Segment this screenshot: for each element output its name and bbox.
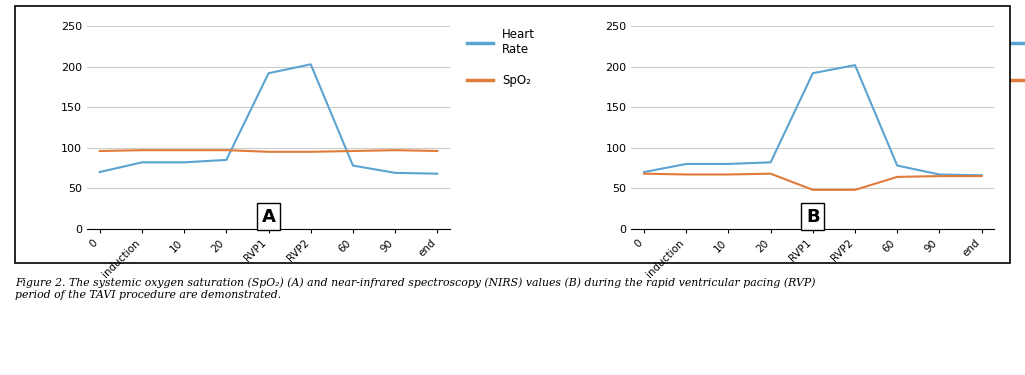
- Text: Figure 2. The systemic oxygen saturation (SpO₂) (A) and near-infrared spectrosco: Figure 2. The systemic oxygen saturation…: [15, 278, 816, 300]
- Legend: Heart
Rate, SpO₂: Heart Rate, SpO₂: [466, 28, 535, 87]
- Legend: Heart
Rate, NIRS: Heart Rate, NIRS: [1011, 28, 1025, 87]
- Text: B: B: [806, 208, 820, 226]
- Text: A: A: [261, 208, 276, 226]
